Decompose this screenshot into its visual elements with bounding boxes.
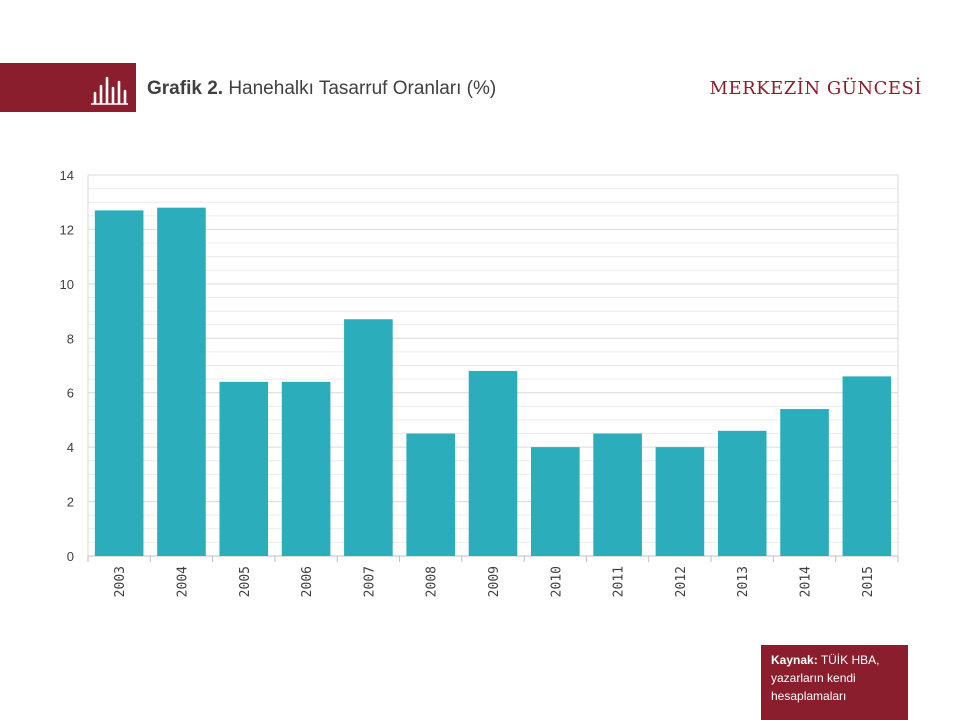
y-tick-label: 12 bbox=[60, 222, 74, 237]
x-tick-label: 2012 bbox=[674, 566, 689, 597]
x-tick-label: 2013 bbox=[736, 566, 751, 597]
y-tick-label: 10 bbox=[60, 277, 74, 292]
source-note: Kaynak: TÜİK HBA, yazarların kendi hesap… bbox=[761, 645, 908, 720]
bar bbox=[219, 381, 269, 556]
bar bbox=[717, 430, 767, 556]
y-tick-label: 8 bbox=[67, 331, 74, 346]
bar bbox=[406, 433, 455, 556]
bar bbox=[157, 207, 206, 556]
y-tick-label: 0 bbox=[67, 549, 74, 564]
y-tick-label: 2 bbox=[67, 495, 74, 510]
bar bbox=[468, 370, 518, 556]
bar bbox=[655, 447, 705, 556]
x-tick-label: 2003 bbox=[113, 566, 128, 597]
y-tick-label: 14 bbox=[60, 168, 74, 183]
bar bbox=[531, 447, 580, 556]
bar bbox=[344, 319, 393, 556]
brand-logo-text: MERKEZİN GÜNCESİ bbox=[709, 78, 922, 99]
bar bbox=[94, 210, 144, 556]
y-tick-label: 6 bbox=[67, 386, 74, 401]
x-tick-label: 2010 bbox=[549, 566, 564, 597]
x-tick-label: 2007 bbox=[362, 566, 377, 597]
chart-title-text: Hanehalkı Tasarruf Oranları (%) bbox=[228, 78, 497, 99]
bar bbox=[281, 381, 331, 556]
bar bbox=[780, 409, 829, 556]
chart-title-number: Grafik 2. bbox=[147, 78, 224, 99]
x-tick-label: 2015 bbox=[861, 566, 876, 597]
x-tick-label: 2008 bbox=[425, 566, 440, 597]
source-text: TÜİK HBA, yazarların kendi hesaplamaları bbox=[771, 653, 880, 703]
bar bbox=[593, 433, 642, 556]
bar bbox=[842, 376, 892, 556]
y-tick-label: 4 bbox=[67, 440, 74, 455]
bar-chart-icon bbox=[91, 76, 128, 105]
x-tick-label: 2014 bbox=[799, 566, 814, 597]
x-tick-label: 2004 bbox=[175, 566, 190, 597]
x-tick-label: 2011 bbox=[612, 566, 627, 597]
chart-title: Grafik 2. Hanehalkı Tasarruf Oranları (%… bbox=[147, 78, 496, 100]
x-tick-label: 2005 bbox=[238, 566, 253, 597]
x-tick-label: 2006 bbox=[300, 566, 315, 597]
source-label: Kaynak: bbox=[771, 653, 818, 667]
x-tick-label: 2009 bbox=[487, 566, 502, 597]
